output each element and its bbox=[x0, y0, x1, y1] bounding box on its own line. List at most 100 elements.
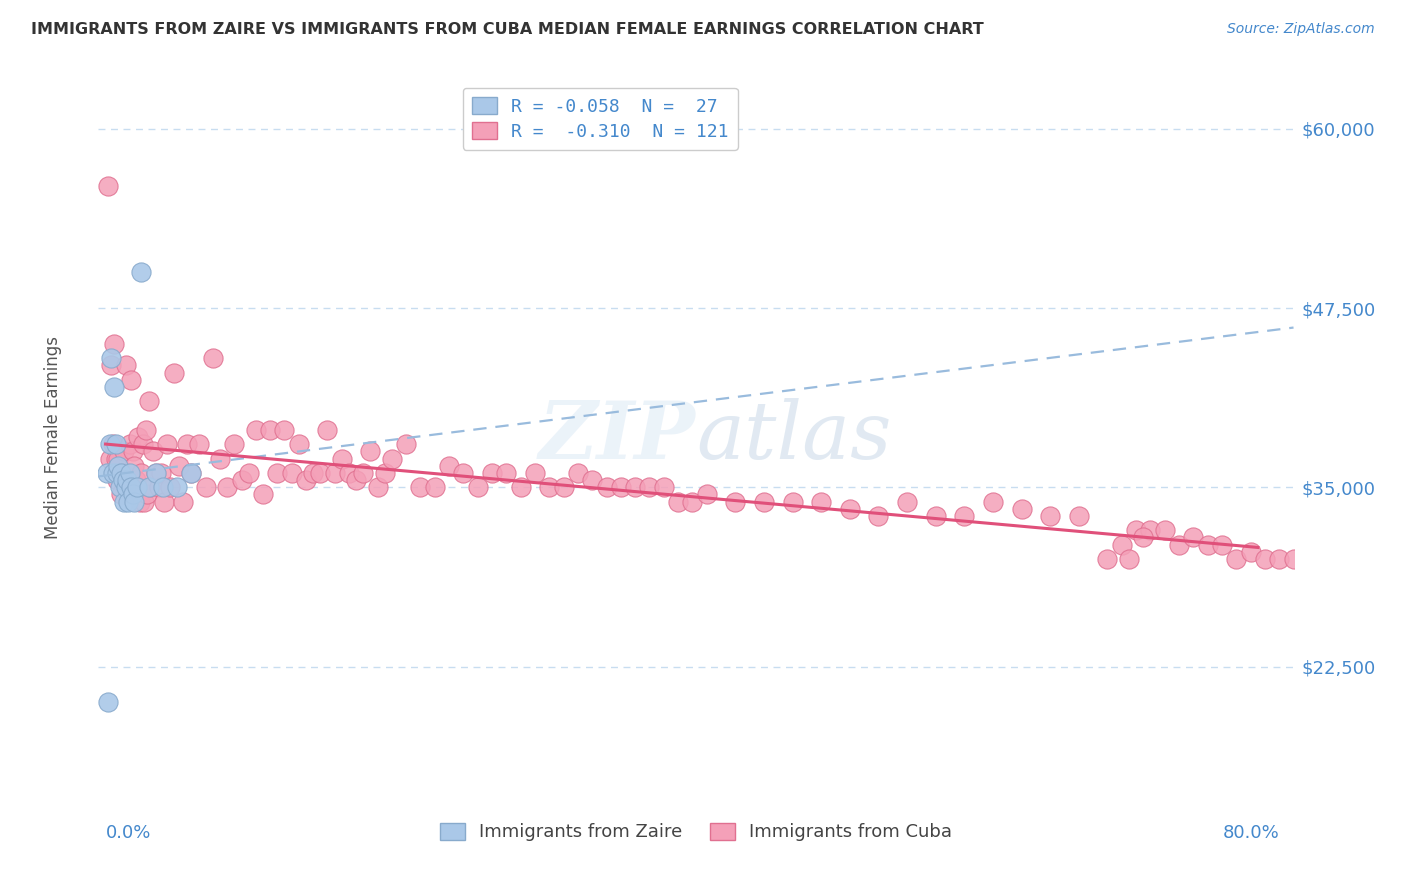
Point bbox=[838, 501, 860, 516]
Point bbox=[110, 487, 132, 501]
Point bbox=[121, 444, 143, 458]
Point bbox=[280, 466, 302, 480]
Point bbox=[1111, 538, 1133, 552]
Point bbox=[172, 494, 194, 508]
Point bbox=[925, 508, 948, 523]
Point bbox=[108, 466, 131, 480]
Point bbox=[105, 473, 128, 487]
Point bbox=[288, 437, 311, 451]
Point bbox=[367, 480, 389, 494]
Point bbox=[201, 351, 224, 366]
Point bbox=[132, 437, 155, 451]
Point bbox=[159, 480, 181, 494]
Point bbox=[121, 487, 143, 501]
Point bbox=[868, 508, 890, 523]
Point bbox=[166, 480, 188, 494]
Point bbox=[330, 451, 353, 466]
Point bbox=[131, 265, 153, 279]
Point bbox=[122, 458, 145, 473]
Point bbox=[481, 466, 503, 480]
Point bbox=[666, 494, 689, 508]
Point bbox=[1118, 552, 1140, 566]
Point bbox=[129, 494, 152, 508]
Point bbox=[103, 336, 125, 351]
Point bbox=[163, 366, 186, 380]
Point bbox=[309, 466, 332, 480]
Point bbox=[148, 480, 170, 494]
Point bbox=[145, 466, 167, 480]
Point bbox=[595, 480, 617, 494]
Point bbox=[696, 487, 718, 501]
Point bbox=[1067, 508, 1090, 523]
Point bbox=[117, 494, 139, 508]
Point bbox=[1197, 538, 1219, 552]
Point bbox=[266, 466, 288, 480]
Point bbox=[131, 466, 153, 480]
Text: Source: ZipAtlas.com: Source: ZipAtlas.com bbox=[1227, 22, 1375, 37]
Point bbox=[581, 473, 603, 487]
Point bbox=[100, 351, 122, 366]
Point bbox=[359, 444, 381, 458]
Point bbox=[395, 437, 418, 451]
Point bbox=[115, 466, 138, 480]
Point bbox=[610, 480, 633, 494]
Point bbox=[114, 480, 136, 494]
Point bbox=[120, 480, 142, 494]
Point bbox=[167, 458, 190, 473]
Point bbox=[118, 466, 141, 480]
Point bbox=[538, 480, 561, 494]
Point bbox=[295, 473, 318, 487]
Point bbox=[681, 494, 703, 508]
Point bbox=[110, 466, 132, 480]
Point bbox=[122, 494, 145, 508]
Point bbox=[302, 466, 325, 480]
Point bbox=[1011, 501, 1033, 516]
Point bbox=[453, 466, 475, 480]
Point bbox=[752, 494, 775, 508]
Point bbox=[152, 480, 174, 494]
Point bbox=[352, 466, 374, 480]
Point bbox=[724, 494, 747, 508]
Point bbox=[953, 508, 976, 523]
Point bbox=[98, 437, 121, 451]
Point bbox=[316, 423, 339, 437]
Point bbox=[107, 451, 129, 466]
Point bbox=[136, 487, 159, 501]
Point bbox=[1282, 552, 1305, 566]
Point bbox=[108, 480, 131, 494]
Point bbox=[495, 466, 517, 480]
Point bbox=[1139, 524, 1161, 538]
Text: IMMIGRANTS FROM ZAIRE VS IMMIGRANTS FROM CUBA MEDIAN FEMALE EARNINGS CORRELATION: IMMIGRANTS FROM ZAIRE VS IMMIGRANTS FROM… bbox=[31, 22, 984, 37]
Point bbox=[180, 466, 202, 480]
Point bbox=[194, 480, 217, 494]
Point bbox=[138, 480, 160, 494]
Point bbox=[981, 494, 1004, 508]
Point bbox=[252, 487, 274, 501]
Point bbox=[1254, 552, 1277, 566]
Point bbox=[467, 480, 489, 494]
Point bbox=[101, 437, 124, 451]
Point bbox=[97, 695, 120, 709]
Point bbox=[125, 480, 148, 494]
Point bbox=[624, 480, 647, 494]
Point bbox=[142, 444, 165, 458]
Text: Median Female Earnings: Median Female Earnings bbox=[44, 335, 62, 539]
Point bbox=[523, 466, 546, 480]
Point bbox=[104, 451, 127, 466]
Point bbox=[117, 480, 139, 494]
Point bbox=[553, 480, 575, 494]
Text: 0.0%: 0.0% bbox=[105, 824, 150, 842]
Point bbox=[1168, 538, 1191, 552]
Point bbox=[238, 466, 260, 480]
Point bbox=[187, 437, 209, 451]
Point bbox=[134, 494, 156, 508]
Point bbox=[896, 494, 918, 508]
Point bbox=[323, 466, 346, 480]
Point bbox=[217, 480, 239, 494]
Point bbox=[1268, 552, 1291, 566]
Point bbox=[1153, 524, 1175, 538]
Point bbox=[112, 494, 135, 508]
Point bbox=[96, 466, 118, 480]
Point bbox=[139, 480, 162, 494]
Point bbox=[259, 423, 281, 437]
